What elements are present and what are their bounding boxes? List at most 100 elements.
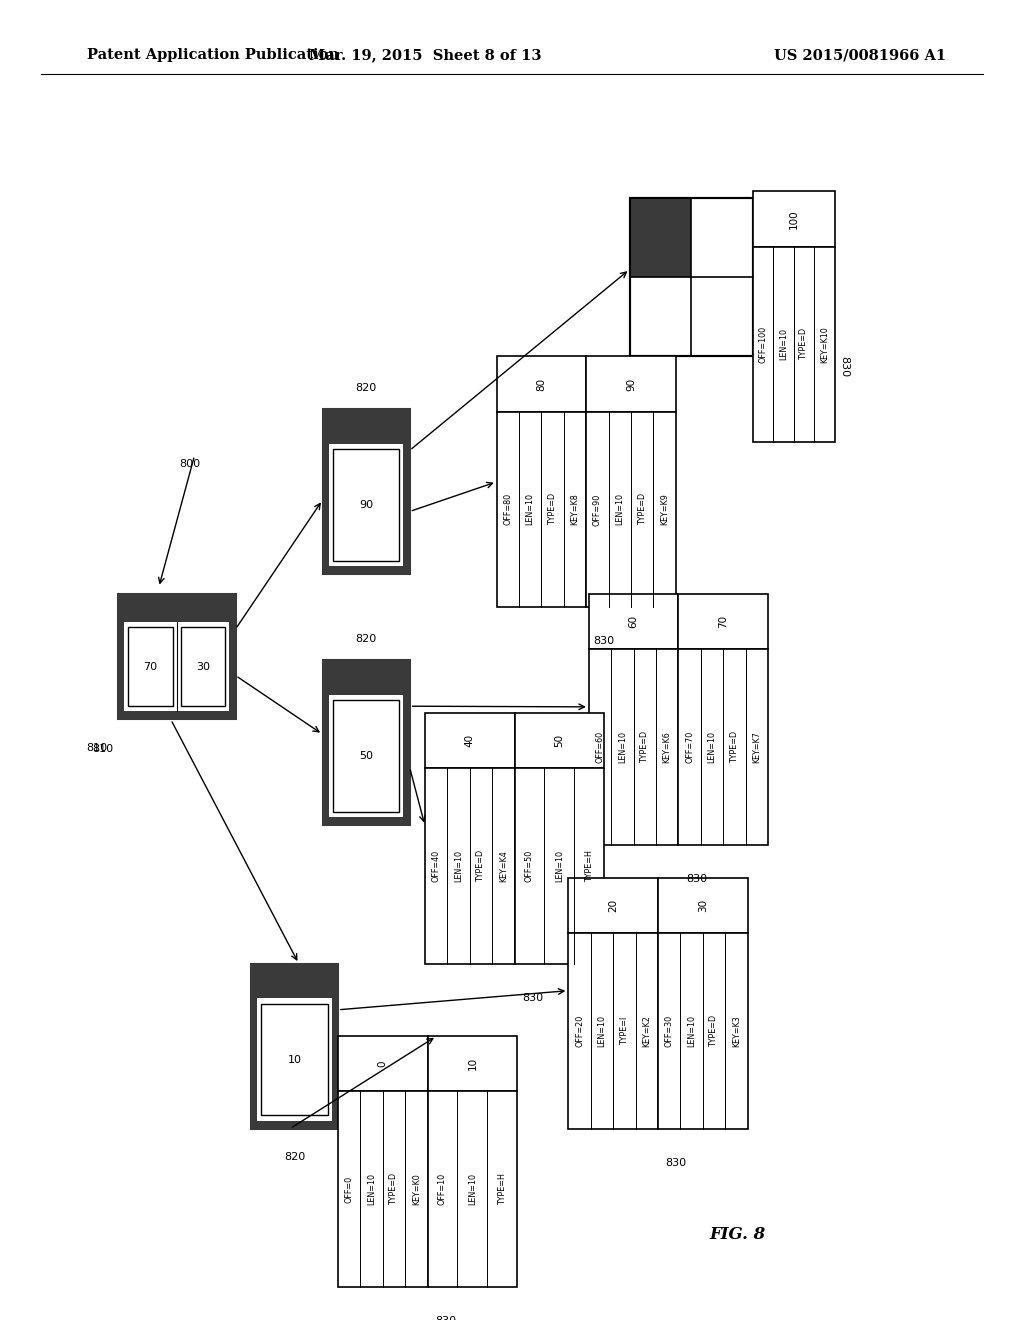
Bar: [128, 627, 172, 706]
Text: 820: 820: [284, 1152, 305, 1163]
Bar: [329, 417, 403, 566]
Text: LEN=10: LEN=10: [525, 494, 535, 525]
Bar: [118, 594, 236, 719]
Text: TYPE=H: TYPE=H: [498, 1173, 507, 1205]
Bar: [124, 602, 229, 622]
Bar: [425, 768, 514, 964]
Text: OFF=80: OFF=80: [504, 494, 512, 525]
Text: 830: 830: [666, 1158, 686, 1168]
Text: LEN=10: LEN=10: [615, 494, 625, 525]
Text: TYPE=D: TYPE=D: [476, 850, 485, 882]
Text: 830: 830: [686, 874, 707, 884]
Text: LEN=10: LEN=10: [454, 850, 463, 882]
Bar: [428, 1036, 517, 1092]
Text: OFF=10: OFF=10: [438, 1173, 446, 1205]
Text: LEN=10: LEN=10: [687, 1015, 696, 1047]
Bar: [333, 700, 399, 812]
Bar: [514, 713, 604, 768]
Text: TYPE=H: TYPE=H: [585, 850, 594, 882]
Text: 0: 0: [378, 1060, 388, 1067]
Text: LEN=10: LEN=10: [597, 1015, 606, 1047]
Bar: [497, 412, 586, 607]
Text: OFF=100: OFF=100: [759, 326, 767, 363]
Bar: [630, 198, 691, 277]
Text: 10: 10: [467, 1057, 477, 1071]
Text: KEY=K7: KEY=K7: [753, 731, 761, 763]
Text: LEN=10: LEN=10: [468, 1173, 477, 1205]
Text: 100: 100: [788, 209, 799, 228]
Bar: [658, 933, 748, 1129]
Bar: [257, 972, 332, 998]
Text: 90: 90: [626, 378, 636, 391]
Bar: [338, 1092, 428, 1287]
Text: 70: 70: [718, 615, 728, 628]
Text: 20: 20: [608, 899, 618, 912]
Text: KEY=K10: KEY=K10: [820, 326, 828, 363]
Text: 810: 810: [86, 743, 108, 754]
Text: OFF=0: OFF=0: [345, 1176, 353, 1203]
Bar: [630, 198, 753, 356]
Text: 830: 830: [840, 356, 850, 378]
Bar: [323, 660, 410, 825]
Text: LEN=10: LEN=10: [708, 731, 717, 763]
Text: KEY=K3: KEY=K3: [732, 1015, 740, 1047]
Text: TYPE=D: TYPE=D: [640, 731, 649, 763]
Text: LEN=10: LEN=10: [779, 329, 787, 360]
Text: OFF=70: OFF=70: [685, 731, 694, 763]
Bar: [329, 668, 403, 817]
Bar: [678, 594, 768, 649]
Text: TYPE=D: TYPE=D: [710, 1015, 719, 1047]
Text: TYPE=D: TYPE=D: [638, 494, 647, 525]
Text: TYPE=D: TYPE=D: [800, 329, 808, 360]
Bar: [257, 972, 332, 1121]
Text: 830: 830: [594, 636, 614, 647]
Bar: [428, 1092, 517, 1287]
Bar: [251, 964, 338, 1129]
Text: 40: 40: [465, 734, 475, 747]
Text: 80: 80: [537, 378, 547, 391]
Text: LEN=10: LEN=10: [555, 850, 564, 882]
Text: 60: 60: [629, 615, 639, 628]
Text: 830: 830: [522, 993, 543, 1003]
Text: 800: 800: [179, 458, 201, 469]
Text: Mar. 19, 2015  Sheet 8 of 13: Mar. 19, 2015 Sheet 8 of 13: [308, 49, 542, 62]
Text: TYPE=D: TYPE=D: [548, 494, 557, 525]
Text: 50: 50: [359, 751, 373, 760]
Text: 50: 50: [554, 734, 564, 747]
Text: OFF=30: OFF=30: [665, 1015, 674, 1047]
Text: Patent Application Publication: Patent Application Publication: [87, 49, 339, 62]
Bar: [118, 594, 236, 719]
Bar: [658, 878, 748, 933]
Text: OFF=20: OFF=20: [575, 1015, 584, 1047]
Text: KEY=K6: KEY=K6: [663, 731, 672, 763]
Bar: [323, 660, 410, 825]
Text: OFF=90: OFF=90: [593, 494, 602, 525]
Bar: [329, 417, 403, 444]
Bar: [124, 602, 229, 711]
Text: TYPE=I: TYPE=I: [620, 1016, 629, 1045]
Text: 820: 820: [355, 383, 377, 393]
Bar: [329, 668, 403, 694]
Text: 90: 90: [359, 500, 373, 510]
Text: US 2015/0081966 A1: US 2015/0081966 A1: [774, 49, 946, 62]
Text: LEN=10: LEN=10: [617, 731, 627, 763]
Bar: [514, 768, 604, 964]
Text: LEN=10: LEN=10: [367, 1173, 376, 1205]
Bar: [753, 191, 835, 247]
Text: 30: 30: [697, 899, 708, 912]
Bar: [251, 964, 338, 1129]
Text: TYPE=D: TYPE=D: [730, 731, 739, 763]
Bar: [589, 649, 678, 845]
Text: 830: 830: [435, 1316, 456, 1320]
Text: KEY=K9: KEY=K9: [660, 494, 669, 525]
Bar: [568, 878, 658, 933]
Bar: [323, 409, 410, 574]
Bar: [753, 247, 835, 442]
Bar: [181, 627, 225, 706]
Text: 10: 10: [288, 1055, 301, 1064]
Bar: [586, 412, 676, 607]
Bar: [425, 713, 514, 768]
Bar: [630, 198, 753, 356]
Text: KEY=K4: KEY=K4: [499, 850, 508, 882]
Bar: [333, 449, 399, 561]
